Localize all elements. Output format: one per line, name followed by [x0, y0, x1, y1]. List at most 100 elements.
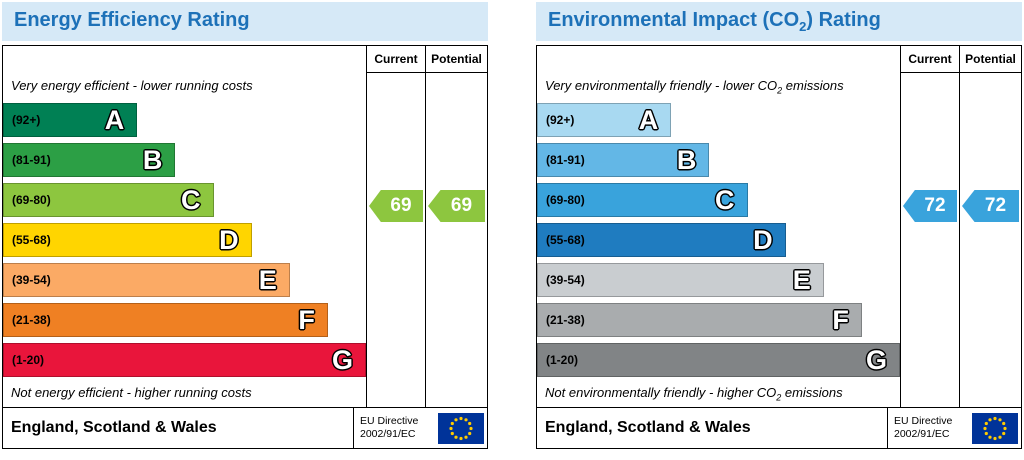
band-d: (55-68) D — [3, 223, 252, 257]
potential-score-column: 72 — [959, 73, 1021, 407]
band-range: (39-54) — [12, 273, 51, 287]
environmental-panel-footer: England, Scotland & Wales EU Directive 2… — [537, 407, 1021, 448]
band-g: (1-20) G — [537, 343, 900, 377]
current-rating-value: 72 — [924, 195, 946, 216]
band-letter: A — [104, 104, 125, 135]
current-column-header: Current — [366, 46, 425, 73]
band-g: (1-20) G — [3, 343, 366, 377]
energy-efficiency-panel: Energy Efficiency Rating Current Potenti… — [2, 2, 488, 449]
band-letter: F — [298, 304, 315, 335]
panel-title-text: Environmental Impact (CO2) Rating — [548, 9, 881, 34]
band-range: (21-38) — [12, 313, 51, 327]
environmental-panel-title: Environmental Impact (CO2) Rating — [536, 2, 1022, 41]
epc-rating-charts: Energy Efficiency Rating Current Potenti… — [2, 2, 1022, 449]
potential-column-header: Potential — [425, 46, 487, 73]
current-rating-value: 69 — [390, 195, 412, 216]
band-range: (81-91) — [12, 153, 51, 167]
top-note-text: Very environmentally friendly - lower CO… — [545, 77, 844, 96]
eu-directive-label: EU Directive 2002/91/EC — [894, 415, 953, 440]
region-label: England, Scotland & Wales — [11, 419, 217, 436]
band-c: (69-80) C — [3, 183, 214, 217]
band-range: (1-20) — [12, 353, 45, 367]
potential-rating-arrow: 72 — [962, 190, 1019, 222]
band-a: (92+) A — [537, 103, 672, 137]
band-row-e: (39-54) E — [3, 260, 366, 300]
band-range: (55-68) — [546, 233, 585, 247]
band-row-d: (55-68) D — [537, 220, 900, 260]
band-letter: A — [638, 104, 659, 135]
band-range: (55-68) — [12, 233, 51, 247]
current-score-column: 69 — [366, 73, 425, 407]
band-letter: B — [676, 144, 697, 175]
band-letter: C — [715, 184, 735, 215]
bottom-note: Not energy efficient - higher running co… — [3, 380, 366, 407]
eu-flag-icon — [438, 412, 484, 444]
panel-title-text: Energy Efficiency Rating — [14, 9, 250, 31]
eu-directive-label: EU Directive 2002/91/EC — [360, 415, 419, 440]
directive-section: EU Directive 2002/91/EC — [353, 408, 487, 448]
potential-rating-value: 72 — [984, 195, 1007, 216]
band-e: (39-54) E — [3, 263, 290, 297]
potential-column-header: Potential — [959, 46, 1021, 73]
directive-section: EU Directive 2002/91/EC — [887, 408, 1021, 448]
band-range: (69-80) — [12, 193, 51, 207]
environmental-impact-panel: Environmental Impact (CO2) Rating Curren… — [536, 2, 1022, 449]
band-row-b: (81-91) B — [3, 140, 366, 180]
band-c: (69-80) C — [537, 183, 748, 217]
potential-rating-value: 69 — [450, 195, 473, 216]
current-score-column: 72 — [900, 73, 959, 407]
energy-band-area: Very energy efficient - lower running co… — [3, 73, 366, 407]
potential-score-column: 69 — [425, 73, 487, 407]
band-row-e: (39-54) E — [537, 260, 900, 300]
band-a: (92+) A — [3, 103, 138, 137]
energy-rating-table: Current Potential Very energy efficient … — [2, 45, 488, 449]
top-note: Very energy efficient - lower running co… — [3, 73, 366, 100]
bottom-note-text: Not energy efficient - higher running co… — [11, 384, 252, 400]
band-range: (92+) — [12, 113, 41, 127]
corner-cell — [537, 46, 900, 73]
region-label: England, Scotland & Wales — [545, 419, 751, 436]
band-row-b: (81-91) B — [537, 140, 900, 180]
current-rating-arrow: 72 — [903, 190, 957, 222]
band-range: (1-20) — [546, 353, 579, 367]
band-row-g: (1-20) G — [537, 340, 900, 380]
bottom-note: Not environmentally friendly - higher CO… — [537, 380, 900, 407]
band-range: (21-38) — [546, 313, 585, 327]
band-range: (69-80) — [546, 193, 585, 207]
band-row-f: (21-38) F — [537, 300, 900, 340]
current-rating-arrow: 69 — [369, 190, 423, 222]
bottom-note-text: Not environmentally friendly - higher CO… — [545, 384, 843, 403]
band-letter: G — [331, 344, 353, 375]
band-f: (21-38) F — [3, 303, 328, 337]
top-note: Very environmentally friendly - lower CO… — [537, 73, 900, 100]
band-row-c: (69-80) C — [537, 180, 900, 220]
band-row-d: (55-68) D — [3, 220, 366, 260]
band-f: (21-38) F — [537, 303, 862, 337]
top-note-text: Very energy efficient - lower running co… — [11, 77, 253, 93]
environmental-rating-table: Current Potential Very environmentally f… — [536, 45, 1022, 449]
band-e: (39-54) E — [537, 263, 824, 297]
environmental-band-area: Very environmentally friendly - lower CO… — [537, 73, 900, 407]
band-d: (55-68) D — [537, 223, 786, 257]
band-row-a: (92+) A — [537, 100, 900, 140]
current-column-header: Current — [900, 46, 959, 73]
band-letter: E — [258, 264, 277, 295]
band-letter: F — [832, 304, 849, 335]
band-letter: C — [181, 184, 201, 215]
corner-cell — [3, 46, 366, 73]
band-letter: D — [753, 224, 773, 255]
band-letter: G — [865, 344, 887, 375]
band-range: (92+) — [546, 113, 575, 127]
band-b: (81-91) B — [537, 143, 710, 177]
energy-panel-footer: England, Scotland & Wales EU Directive 2… — [3, 407, 487, 448]
band-letter: D — [219, 224, 239, 255]
band-range: (81-91) — [546, 153, 585, 167]
eu-flag-icon — [972, 412, 1018, 444]
band-row-a: (92+) A — [3, 100, 366, 140]
band-letter: E — [792, 264, 811, 295]
band-row-c: (69-80) C — [3, 180, 366, 220]
band-range: (39-54) — [546, 273, 585, 287]
band-b: (81-91) B — [3, 143, 176, 177]
potential-rating-arrow: 69 — [428, 190, 485, 222]
energy-panel-title: Energy Efficiency Rating — [2, 2, 488, 41]
